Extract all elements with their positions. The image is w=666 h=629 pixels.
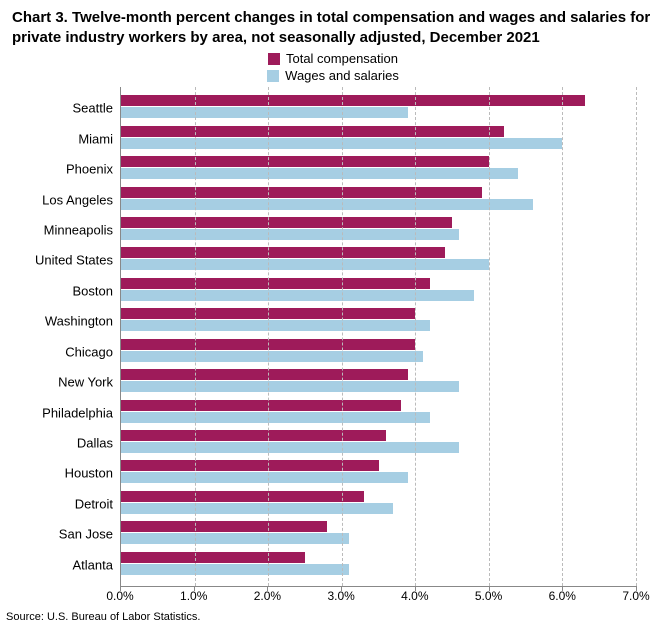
bar-wages bbox=[121, 199, 533, 210]
legend-item-wages: Wages and salaries bbox=[267, 68, 399, 83]
grid-line bbox=[562, 87, 563, 586]
category-label: Philadelphia bbox=[9, 405, 121, 420]
x-tick-label: 3.0% bbox=[327, 589, 354, 603]
x-tick-label: 5.0% bbox=[475, 589, 502, 603]
category-label: San Jose bbox=[9, 527, 121, 542]
grid-line bbox=[415, 87, 416, 586]
bar-total-comp bbox=[121, 460, 379, 471]
category-label: Atlanta bbox=[9, 557, 121, 572]
bar-total-comp bbox=[121, 217, 452, 228]
x-axis-ticks: 0.0%1.0%2.0%3.0%4.0%5.0%6.0%7.0% bbox=[120, 587, 636, 607]
bar-wages bbox=[121, 442, 459, 453]
bar-wages bbox=[121, 259, 489, 270]
category-label: Seattle bbox=[9, 101, 121, 116]
bar-wages bbox=[121, 381, 459, 392]
bar-total-comp bbox=[121, 369, 408, 380]
category-row: Philadelphia bbox=[121, 398, 636, 428]
category-label: New York bbox=[9, 375, 121, 390]
bar-total-comp bbox=[121, 430, 386, 441]
bar-wages bbox=[121, 503, 393, 514]
bar-wages bbox=[121, 472, 408, 483]
category-row: Miami bbox=[121, 124, 636, 154]
bar-total-comp bbox=[121, 126, 504, 137]
source-text: Source: U.S. Bureau of Labor Statistics. bbox=[0, 607, 666, 623]
category-label: Boston bbox=[9, 283, 121, 298]
category-row: Seattle bbox=[121, 93, 636, 123]
bar-total-comp bbox=[121, 187, 482, 198]
x-tick-label: 0.0% bbox=[106, 589, 133, 603]
category-row: New York bbox=[121, 367, 636, 397]
chart-title: Chart 3. Twelve-month percent changes in… bbox=[0, 0, 666, 49]
x-tick-label: 2.0% bbox=[254, 589, 281, 603]
category-label: Minneapolis bbox=[9, 222, 121, 237]
bar-wages bbox=[121, 412, 430, 423]
bar-total-comp bbox=[121, 95, 585, 106]
bar-wages bbox=[121, 533, 349, 544]
category-row: Washington bbox=[121, 306, 636, 336]
grid-line bbox=[195, 87, 196, 586]
category-row: Atlanta bbox=[121, 550, 636, 580]
category-label: Houston bbox=[9, 466, 121, 481]
bar-wages bbox=[121, 107, 408, 118]
x-tick-label: 6.0% bbox=[549, 589, 576, 603]
bar-total-comp bbox=[121, 491, 364, 502]
bar-wages bbox=[121, 320, 430, 331]
category-row: Los Angeles bbox=[121, 185, 636, 215]
legend-swatch-wages bbox=[267, 70, 279, 82]
x-tick-label: 4.0% bbox=[401, 589, 428, 603]
bar-wages bbox=[121, 351, 423, 362]
bar-total-comp bbox=[121, 156, 489, 167]
category-label: Detroit bbox=[9, 496, 121, 511]
bar-total-comp bbox=[121, 521, 327, 532]
bar-wages bbox=[121, 229, 459, 240]
category-label: Chicago bbox=[9, 344, 121, 359]
bar-wages bbox=[121, 290, 474, 301]
legend-label-total-comp: Total compensation bbox=[286, 51, 398, 66]
category-row: Detroit bbox=[121, 489, 636, 519]
chart-area: SeattleMiamiPhoenixLos AngelesMinneapoli… bbox=[0, 87, 636, 607]
x-tick-label: 7.0% bbox=[622, 589, 649, 603]
grid-line bbox=[268, 87, 269, 586]
category-row: Chicago bbox=[121, 337, 636, 367]
grid-line bbox=[636, 87, 637, 586]
bar-wages bbox=[121, 564, 349, 575]
bar-wages bbox=[121, 168, 518, 179]
legend: Total compensation Wages and salaries bbox=[0, 51, 666, 83]
plot-area: SeattleMiamiPhoenixLos AngelesMinneapoli… bbox=[120, 87, 636, 587]
category-row: Boston bbox=[121, 276, 636, 306]
category-label: Phoenix bbox=[9, 162, 121, 177]
category-row: Phoenix bbox=[121, 154, 636, 184]
category-label: Los Angeles bbox=[9, 192, 121, 207]
category-label: Miami bbox=[9, 131, 121, 146]
bar-total-comp bbox=[121, 400, 401, 411]
x-tick-label: 1.0% bbox=[180, 589, 207, 603]
category-label: United States bbox=[9, 253, 121, 268]
bar-total-comp bbox=[121, 247, 445, 258]
category-label: Dallas bbox=[9, 436, 121, 451]
bar-total-comp bbox=[121, 552, 305, 563]
category-label: Washington bbox=[9, 314, 121, 329]
grid-line bbox=[342, 87, 343, 586]
category-row: United States bbox=[121, 245, 636, 275]
legend-item-total-comp: Total compensation bbox=[268, 51, 398, 66]
category-row: San Jose bbox=[121, 519, 636, 549]
legend-label-wages: Wages and salaries bbox=[285, 68, 399, 83]
bars-container: SeattleMiamiPhoenixLos AngelesMinneapoli… bbox=[121, 87, 636, 586]
category-row: Dallas bbox=[121, 428, 636, 458]
legend-swatch-total-comp bbox=[268, 53, 280, 65]
category-row: Houston bbox=[121, 458, 636, 488]
bar-total-comp bbox=[121, 278, 430, 289]
category-row: Minneapolis bbox=[121, 215, 636, 245]
grid-line bbox=[489, 87, 490, 586]
